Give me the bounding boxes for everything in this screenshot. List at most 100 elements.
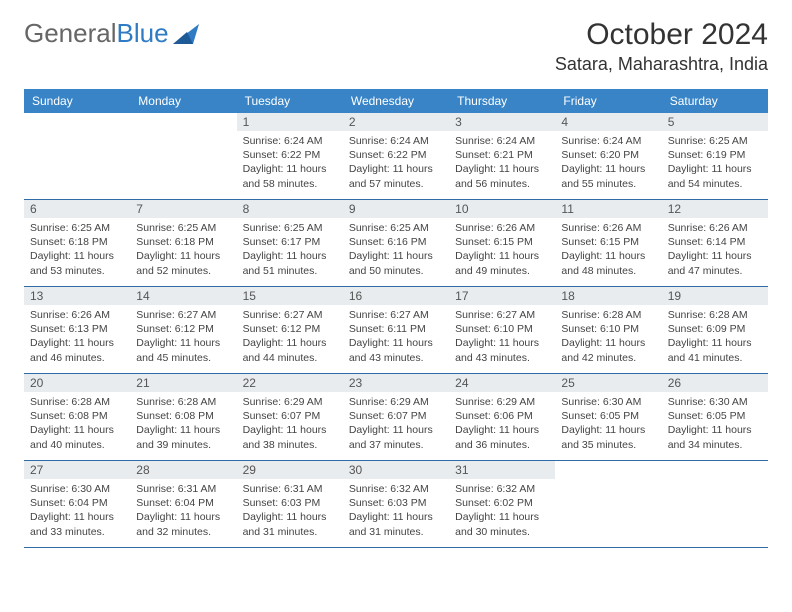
- sunset-text: Sunset: 6:08 PM: [30, 409, 124, 423]
- logo-text-blue: Blue: [117, 18, 169, 48]
- daylight-text: Daylight: 11 hours and 40 minutes.: [30, 423, 124, 451]
- cell-body: Sunrise: 6:25 AMSunset: 6:16 PMDaylight:…: [343, 218, 449, 282]
- day-number: 9: [343, 200, 449, 218]
- calendar-cell: [662, 461, 768, 547]
- day-header-sat: Saturday: [662, 89, 768, 113]
- day-number: 25: [555, 374, 661, 392]
- calendar-cell: 4Sunrise: 6:24 AMSunset: 6:20 PMDaylight…: [555, 113, 661, 199]
- sunset-text: Sunset: 6:22 PM: [243, 148, 337, 162]
- sunset-text: Sunset: 6:02 PM: [455, 496, 549, 510]
- sunrise-text: Sunrise: 6:32 AM: [455, 482, 549, 496]
- sunrise-text: Sunrise: 6:26 AM: [561, 221, 655, 235]
- sunrise-text: Sunrise: 6:30 AM: [561, 395, 655, 409]
- day-header-sun: Sunday: [24, 89, 130, 113]
- day-number: 17: [449, 287, 555, 305]
- cell-body: Sunrise: 6:29 AMSunset: 6:07 PMDaylight:…: [237, 392, 343, 456]
- day-number: 11: [555, 200, 661, 218]
- calendar-cell: 25Sunrise: 6:30 AMSunset: 6:05 PMDayligh…: [555, 374, 661, 460]
- day-number: 12: [662, 200, 768, 218]
- daylight-text: Daylight: 11 hours and 36 minutes.: [455, 423, 549, 451]
- day-number: 23: [343, 374, 449, 392]
- calendar-cell: [24, 113, 130, 199]
- calendar-cell: 27Sunrise: 6:30 AMSunset: 6:04 PMDayligh…: [24, 461, 130, 547]
- page-header: GeneralBlue October 2024 Satara, Maharas…: [24, 18, 768, 75]
- brand-logo: GeneralBlue: [24, 18, 199, 49]
- daylight-text: Daylight: 11 hours and 49 minutes.: [455, 249, 549, 277]
- calendar-cell: [130, 113, 236, 199]
- cell-body: Sunrise: 6:31 AMSunset: 6:04 PMDaylight:…: [130, 479, 236, 543]
- day-number: [24, 113, 130, 117]
- sunrise-text: Sunrise: 6:25 AM: [136, 221, 230, 235]
- daylight-text: Daylight: 11 hours and 52 minutes.: [136, 249, 230, 277]
- sunset-text: Sunset: 6:10 PM: [561, 322, 655, 336]
- day-header-mon: Monday: [130, 89, 236, 113]
- sunset-text: Sunset: 6:05 PM: [561, 409, 655, 423]
- cell-body: Sunrise: 6:25 AMSunset: 6:18 PMDaylight:…: [130, 218, 236, 282]
- daylight-text: Daylight: 11 hours and 56 minutes.: [455, 162, 549, 190]
- sunset-text: Sunset: 6:14 PM: [668, 235, 762, 249]
- sunrise-text: Sunrise: 6:28 AM: [136, 395, 230, 409]
- cell-body: Sunrise: 6:24 AMSunset: 6:22 PMDaylight:…: [343, 131, 449, 195]
- sunrise-text: Sunrise: 6:24 AM: [455, 134, 549, 148]
- day-header-tue: Tuesday: [237, 89, 343, 113]
- day-number: 28: [130, 461, 236, 479]
- cell-body: Sunrise: 6:30 AMSunset: 6:04 PMDaylight:…: [24, 479, 130, 543]
- sunrise-text: Sunrise: 6:24 AM: [561, 134, 655, 148]
- day-number: 24: [449, 374, 555, 392]
- sunset-text: Sunset: 6:03 PM: [243, 496, 337, 510]
- day-number: 6: [24, 200, 130, 218]
- daylight-text: Daylight: 11 hours and 38 minutes.: [243, 423, 337, 451]
- calendar-cell: 1Sunrise: 6:24 AMSunset: 6:22 PMDaylight…: [237, 113, 343, 199]
- cell-body: Sunrise: 6:30 AMSunset: 6:05 PMDaylight:…: [662, 392, 768, 456]
- sunset-text: Sunset: 6:07 PM: [243, 409, 337, 423]
- calendar-cell: 24Sunrise: 6:29 AMSunset: 6:06 PMDayligh…: [449, 374, 555, 460]
- cell-body: Sunrise: 6:26 AMSunset: 6:15 PMDaylight:…: [449, 218, 555, 282]
- day-number: 16: [343, 287, 449, 305]
- daylight-text: Daylight: 11 hours and 44 minutes.: [243, 336, 337, 364]
- cell-body: Sunrise: 6:31 AMSunset: 6:03 PMDaylight:…: [237, 479, 343, 543]
- cell-body: Sunrise: 6:29 AMSunset: 6:07 PMDaylight:…: [343, 392, 449, 456]
- day-header-row: Sunday Monday Tuesday Wednesday Thursday…: [24, 89, 768, 113]
- sunset-text: Sunset: 6:04 PM: [136, 496, 230, 510]
- sunset-text: Sunset: 6:15 PM: [561, 235, 655, 249]
- sunset-text: Sunset: 6:17 PM: [243, 235, 337, 249]
- daylight-text: Daylight: 11 hours and 39 minutes.: [136, 423, 230, 451]
- sunrise-text: Sunrise: 6:28 AM: [668, 308, 762, 322]
- daylight-text: Daylight: 11 hours and 35 minutes.: [561, 423, 655, 451]
- calendar-week: 13Sunrise: 6:26 AMSunset: 6:13 PMDayligh…: [24, 287, 768, 374]
- calendar-cell: 31Sunrise: 6:32 AMSunset: 6:02 PMDayligh…: [449, 461, 555, 547]
- calendar-cell: 15Sunrise: 6:27 AMSunset: 6:12 PMDayligh…: [237, 287, 343, 373]
- sunset-text: Sunset: 6:18 PM: [30, 235, 124, 249]
- day-number: 27: [24, 461, 130, 479]
- sunrise-text: Sunrise: 6:26 AM: [455, 221, 549, 235]
- cell-body: Sunrise: 6:32 AMSunset: 6:03 PMDaylight:…: [343, 479, 449, 543]
- sunset-text: Sunset: 6:15 PM: [455, 235, 549, 249]
- day-number: 8: [237, 200, 343, 218]
- calendar-week: 1Sunrise: 6:24 AMSunset: 6:22 PMDaylight…: [24, 113, 768, 200]
- calendar-cell: 29Sunrise: 6:31 AMSunset: 6:03 PMDayligh…: [237, 461, 343, 547]
- day-number: 30: [343, 461, 449, 479]
- sunset-text: Sunset: 6:21 PM: [455, 148, 549, 162]
- calendar-cell: 22Sunrise: 6:29 AMSunset: 6:07 PMDayligh…: [237, 374, 343, 460]
- day-header-thu: Thursday: [449, 89, 555, 113]
- sunset-text: Sunset: 6:09 PM: [668, 322, 762, 336]
- cell-body: Sunrise: 6:27 AMSunset: 6:12 PMDaylight:…: [130, 305, 236, 369]
- sunrise-text: Sunrise: 6:27 AM: [136, 308, 230, 322]
- day-number: 4: [555, 113, 661, 131]
- calendar-cell: 23Sunrise: 6:29 AMSunset: 6:07 PMDayligh…: [343, 374, 449, 460]
- sunset-text: Sunset: 6:06 PM: [455, 409, 549, 423]
- cell-body: Sunrise: 6:26 AMSunset: 6:13 PMDaylight:…: [24, 305, 130, 369]
- daylight-text: Daylight: 11 hours and 43 minutes.: [349, 336, 443, 364]
- sunrise-text: Sunrise: 6:27 AM: [349, 308, 443, 322]
- title-block: October 2024 Satara, Maharashtra, India: [555, 18, 768, 75]
- daylight-text: Daylight: 11 hours and 42 minutes.: [561, 336, 655, 364]
- day-number: 26: [662, 374, 768, 392]
- sunset-text: Sunset: 6:18 PM: [136, 235, 230, 249]
- sunrise-text: Sunrise: 6:31 AM: [243, 482, 337, 496]
- calendar-cell: 18Sunrise: 6:28 AMSunset: 6:10 PMDayligh…: [555, 287, 661, 373]
- sunrise-text: Sunrise: 6:28 AM: [561, 308, 655, 322]
- cell-body: Sunrise: 6:28 AMSunset: 6:09 PMDaylight:…: [662, 305, 768, 369]
- calendar-cell: 12Sunrise: 6:26 AMSunset: 6:14 PMDayligh…: [662, 200, 768, 286]
- cell-body: Sunrise: 6:30 AMSunset: 6:05 PMDaylight:…: [555, 392, 661, 456]
- sunrise-text: Sunrise: 6:25 AM: [668, 134, 762, 148]
